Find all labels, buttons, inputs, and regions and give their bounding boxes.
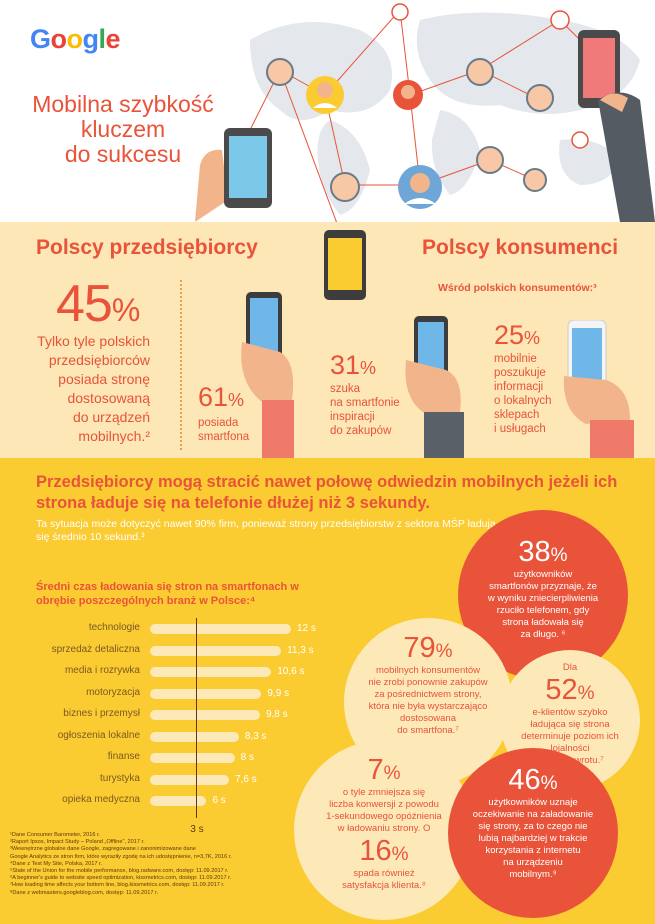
- stat-45-text: Tylko tyle polskich przedsiębiorców posi…: [37, 333, 150, 444]
- category-label: sprzedaż detaliczna: [51, 643, 140, 655]
- consumers-title: Polscy konsumenci: [422, 236, 619, 259]
- bar: [150, 774, 229, 785]
- consumers-subtitle: Wśród polskich konsumentów:³: [438, 282, 597, 294]
- hand-holding-phone-icon: [405, 316, 464, 458]
- category-label: ogłoszenia lokalne: [57, 729, 140, 741]
- value-label: 9,9 s: [267, 687, 290, 699]
- businesses-title: Polscy przedsiębiorcy: [36, 236, 258, 259]
- value-label: 8 s: [240, 752, 254, 763]
- bubble-79-value: 79%: [403, 632, 453, 664]
- stat-25-text: mobilnie poszukuje informacji o lokalnyc…: [494, 353, 552, 435]
- reference-line: [196, 618, 198, 818]
- bubble-46-value: 46%: [508, 764, 558, 796]
- bar: [150, 688, 262, 699]
- hand-holding-phone-icon: [241, 292, 294, 458]
- headline-line: do sukcesu: [64, 141, 182, 167]
- bubble-46: 46% użytkowników uznaje oczekiwanie na z…: [448, 748, 618, 918]
- bar: [150, 645, 282, 656]
- stat-31-text: szuka na smartfonie inspiracji do zakupó…: [330, 383, 400, 437]
- stat-61-text: posiada smartfona: [198, 417, 250, 443]
- reference-line-label: 3 s: [190, 823, 204, 835]
- stat-31-value: 31%: [330, 350, 377, 380]
- category-label: finanse: [107, 751, 140, 762]
- world-map-icon: [195, 3, 655, 222]
- stat-25-value: 25%: [494, 320, 541, 350]
- stats-section: Polscy przedsiębiorcy Polscy konsumenci …: [0, 222, 655, 458]
- bubble-52-value: 52%: [545, 674, 595, 706]
- logo-letter: e: [105, 24, 121, 54]
- person-avatar-icon: [266, 3, 589, 209]
- speed-section: Przedsiębiorcy mogą stracić nawet połowę…: [0, 458, 655, 924]
- headline-line: Mobilna szybkość: [32, 91, 214, 117]
- logo-letter: l: [98, 24, 107, 54]
- category-label: turystyka: [99, 772, 140, 784]
- footnote: ⁴Dane z Test My Site, Polska, 2017 r.: [10, 860, 103, 867]
- logo-letter: g: [82, 24, 100, 54]
- value-label: 11,3 s: [287, 644, 314, 656]
- value-label: 6 s: [212, 795, 226, 806]
- chart-title: Średni czas ładowania się stron na smart…: [36, 581, 299, 607]
- hand-holding-phone-icon: [563, 320, 634, 458]
- smartphone-icon: [324, 230, 366, 300]
- main-headline: Mobilna szybkość kluczem do sukcesu: [28, 92, 218, 167]
- stat-45-value: 45%: [56, 275, 140, 333]
- speed-headline: Przedsiębiorcy mogą stracić nawet połowę…: [36, 473, 618, 512]
- value-label: 12 s: [296, 623, 316, 634]
- bubble-38: 38% użytkowników smartfonów przyznaje, ż…: [458, 510, 628, 680]
- speed-subtext: Ta sytuacja może dotyczyć nawet 90% firm…: [36, 518, 496, 543]
- category-label: opieka medyczna: [62, 794, 140, 805]
- bubble-7: 7% o tyle zmniejsza się liczba konwersji…: [294, 740, 474, 920]
- hand-holding-phone-icon: [578, 30, 655, 222]
- footnote: ⁵State of the Union for the mobile perfo…: [10, 868, 229, 875]
- hand-holding-phone-icon: [195, 128, 272, 222]
- footnote: ¹Dane Consumer Barometer, 2016 r.: [10, 832, 101, 838]
- value-label: 7,6 s: [235, 773, 257, 785]
- footnote: ⁸Dane z webmasters.googleblog.com, dostę…: [10, 889, 159, 896]
- bar: [150, 753, 235, 763]
- value-label: 8,3 s: [244, 730, 267, 742]
- bar: [150, 667, 272, 677]
- footnote: ⁶A beginner's guide to website speed opt…: [10, 875, 232, 882]
- bar: [150, 624, 291, 634]
- footnote: Google Analytics ze stron firm, które wy…: [10, 853, 232, 860]
- footnote: ³Wewnętrzne globalne dane Google, zagreg…: [10, 846, 196, 853]
- value-label: 9,8 s: [265, 709, 288, 720]
- header-section: Google Mobilna szybkość kluczem do sukce…: [0, 0, 655, 222]
- category-label: biznes i przemysł: [63, 708, 140, 719]
- bar: [150, 796, 207, 806]
- category-label: technologie: [88, 622, 140, 633]
- bubble-38-value: 38%: [518, 536, 568, 568]
- stat-61-value: 61%: [198, 382, 245, 412]
- footnote: ²Raport Ipsos, Impact Study – Poland „Of…: [10, 839, 145, 846]
- value-label: 10,6 s: [277, 666, 305, 677]
- google-logo: Google: [30, 24, 121, 55]
- bubble-7-value: 7%: [367, 754, 401, 786]
- bar: [150, 710, 260, 720]
- logo-letter: G: [30, 24, 51, 54]
- divider: [180, 280, 182, 450]
- category-label: media i rozrywka: [64, 665, 140, 676]
- category-label: motoryzacja: [86, 686, 140, 698]
- headline-line: kluczem: [80, 116, 166, 142]
- logo-letter: o: [50, 24, 68, 54]
- bar: [150, 731, 239, 742]
- bubble-16-value: 16%: [359, 835, 409, 867]
- footnote: ⁷How loading time affects your bottom li…: [10, 882, 225, 889]
- logo-letter: o: [66, 24, 84, 54]
- footnotes: ¹Dane Consumer Barometer, 2016 r. ²Rapor…: [10, 832, 310, 897]
